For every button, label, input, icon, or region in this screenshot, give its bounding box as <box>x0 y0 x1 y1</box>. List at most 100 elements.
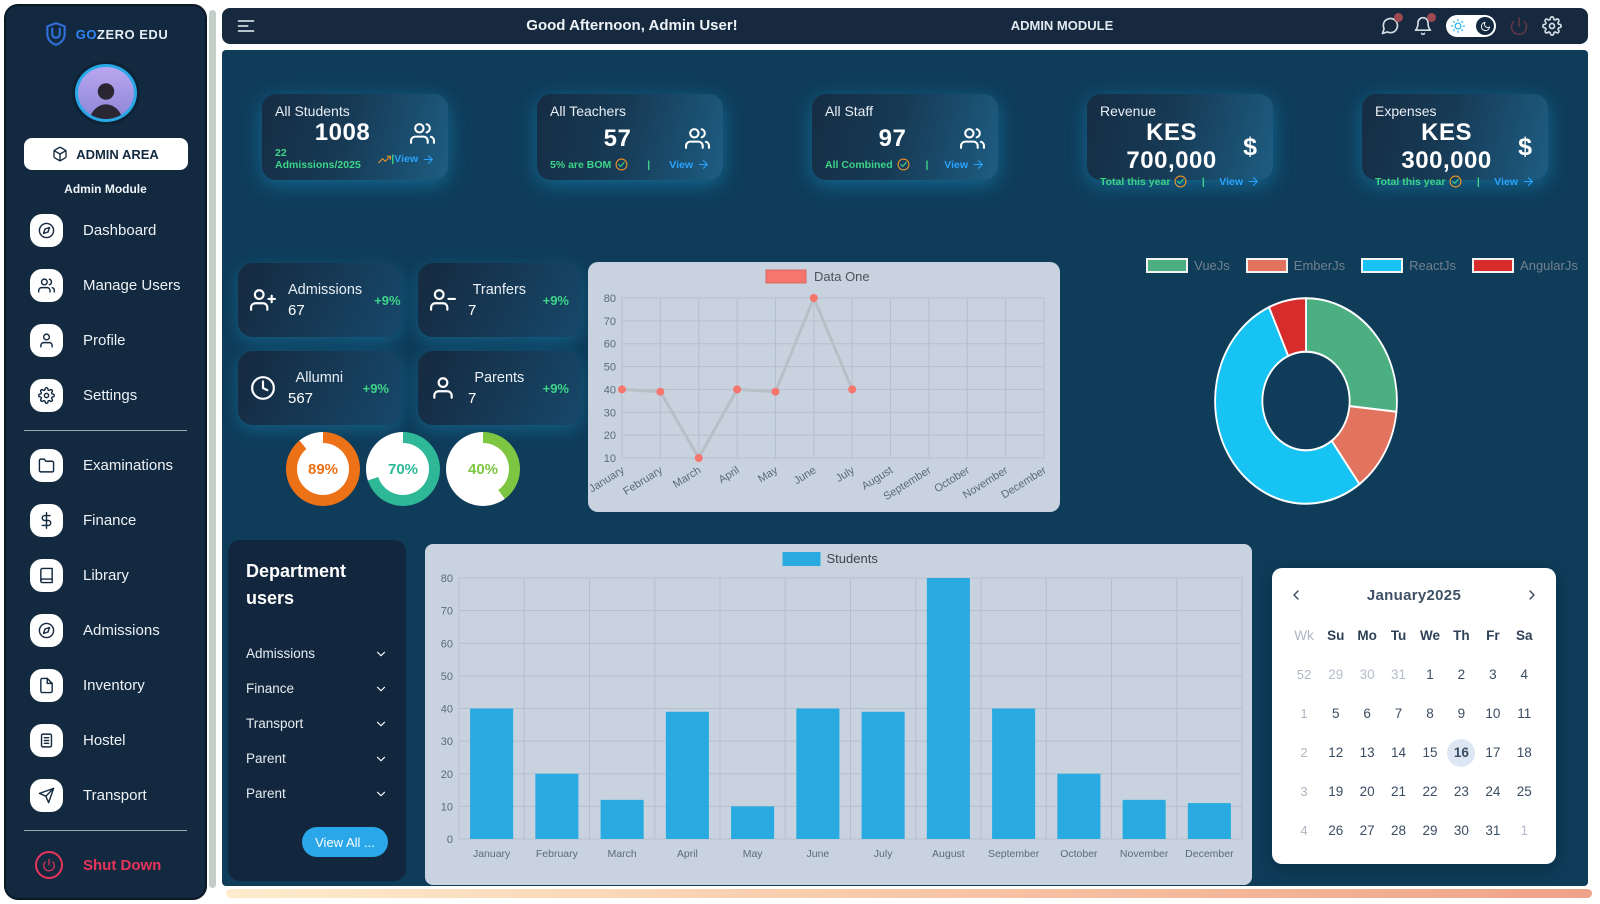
avatar[interactable] <box>74 64 137 123</box>
folder-icon <box>38 457 55 474</box>
legend-item-vuejs[interactable]: VueJs <box>1146 258 1230 273</box>
compass-badge <box>30 613 63 647</box>
calendar-day[interactable]: 2 <box>1457 667 1466 682</box>
footer-divider: | <box>1476 175 1480 188</box>
legend-item-angularjs[interactable]: AngularJs <box>1472 258 1578 273</box>
department-dropdown-finance[interactable]: Finance <box>246 671 388 706</box>
sidebar-item-dashboard[interactable]: Dashboard <box>6 208 205 252</box>
power-icon[interactable] <box>1509 16 1529 36</box>
chevron-down-icon <box>374 752 388 766</box>
calendar-day[interactable]: 1 <box>1426 667 1434 682</box>
calendar-day[interactable]: 7 <box>1394 706 1403 721</box>
bell-icon[interactable] <box>1413 13 1436 36</box>
calendar-day[interactable]: 12 <box>1328 745 1344 760</box>
calendar-day[interactable]: 15 <box>1422 745 1438 760</box>
calendar-day[interactable]: 24 <box>1485 784 1501 799</box>
calendar-day[interactable]: 11 <box>1517 706 1532 721</box>
footer-divider: | <box>647 158 651 171</box>
calendar-day-selected[interactable]: 16 <box>1447 738 1476 767</box>
stat-subtext-label: Total this year <box>1100 175 1171 188</box>
calendar-day[interactable]: 31 <box>1485 823 1501 838</box>
menu-icon[interactable] <box>236 16 256 36</box>
sidebar-item-library[interactable]: Library <box>6 553 205 597</box>
dollar-icon: $ <box>1243 132 1257 161</box>
stat-card-value-row: KES 300,000 $ <box>1375 119 1535 175</box>
calendar-day[interactable]: 17 <box>1485 745 1501 760</box>
gear-icon[interactable] <box>1542 16 1562 36</box>
calendar-day[interactable]: 29 <box>1328 667 1344 682</box>
calendar-day[interactable]: 22 <box>1422 784 1438 799</box>
sidebar-item-profile[interactable]: Profile <box>6 318 205 362</box>
sidebar-item-transport[interactable]: Transport <box>6 773 205 817</box>
calendar-day[interactable]: 18 <box>1516 745 1532 760</box>
legend-item-reactjs[interactable]: ReactJs <box>1361 258 1456 273</box>
svg-text:July: July <box>874 848 893 860</box>
stat-subtext-label: Total this year <box>1375 175 1446 188</box>
calendar-day[interactable]: 28 <box>1391 823 1407 838</box>
chevron-left-icon[interactable] <box>1288 587 1304 603</box>
calendar-day[interactable]: 20 <box>1359 784 1375 799</box>
mini-card-parents: Parents 7 +9% <box>418 351 581 425</box>
sidebar-item-manage-users[interactable]: Manage Users <box>6 263 205 307</box>
mini-card-tranfers: Tranfers 7 +9% <box>418 263 581 337</box>
calendar-day[interactable]: 30 <box>1453 823 1469 838</box>
calendar-day[interactable]: 31 <box>1391 667 1407 682</box>
sidebar-item-settings[interactable]: Settings <box>6 373 205 417</box>
theme-toggle[interactable] <box>1446 15 1496 37</box>
view-link[interactable]: View <box>394 153 435 166</box>
department-dropdown-admissions[interactable]: Admissions <box>246 636 388 671</box>
calendar-day[interactable]: 21 <box>1391 784 1407 799</box>
user-plus-icon <box>250 287 276 313</box>
calendar-day[interactable]: 30 <box>1359 667 1375 682</box>
view-link[interactable]: View <box>944 158 985 171</box>
calendar-week-number: 4 <box>1300 823 1308 838</box>
department-dropdown-label: Parent <box>246 751 286 766</box>
sidebar-item-hostel[interactable]: Hostel <box>6 718 205 762</box>
department-dropdown-parent[interactable]: Parent <box>246 776 388 811</box>
sidebar-item-finance[interactable]: Finance <box>6 498 205 542</box>
view-link-label: View <box>394 153 418 165</box>
calendar-day[interactable]: 27 <box>1359 823 1375 838</box>
calendar-day[interactable]: 4 <box>1520 667 1529 682</box>
stat-card-footer: 22 Admissions/2025 | View <box>275 147 435 171</box>
calendar-day[interactable]: 23 <box>1453 784 1469 799</box>
calendar-day[interactable]: 9 <box>1457 706 1466 721</box>
calendar-day[interactable]: 1 <box>1520 823 1529 838</box>
calendar-day[interactable]: 8 <box>1426 706 1434 721</box>
chevron-right-icon[interactable] <box>1524 587 1540 603</box>
view-all-button[interactable]: View All ... <box>302 827 388 857</box>
mini-card-body: Allumni 567 <box>288 370 351 407</box>
calendar-day[interactable]: 14 <box>1391 745 1407 760</box>
calendar-day[interactable]: 5 <box>1331 706 1340 721</box>
admin-area-button[interactable]: ADMIN AREA <box>23 138 188 170</box>
horizontal-scrollbar[interactable] <box>226 889 1592 898</box>
calendar-day[interactable]: 29 <box>1422 823 1438 838</box>
calendar-day[interactable]: 6 <box>1363 706 1371 721</box>
calendar-day[interactable]: 26 <box>1328 823 1344 838</box>
svg-text:40: 40 <box>604 384 616 396</box>
calendar-day[interactable]: 10 <box>1485 706 1501 721</box>
calendar-day[interactable]: 3 <box>1489 667 1497 682</box>
department-dropdown-parent[interactable]: Parent <box>246 741 388 776</box>
check-badge-icon <box>1174 175 1187 188</box>
sidebar-item-shut-down[interactable]: Shut Down <box>6 843 205 887</box>
dollar-icon <box>38 511 55 529</box>
calendar-day[interactable]: 13 <box>1359 745 1375 760</box>
sidebar-scrollbar[interactable] <box>209 10 216 888</box>
stat-card-value: 1008 <box>314 119 371 146</box>
view-link[interactable]: View <box>1219 175 1260 188</box>
view-link[interactable]: View <box>1494 175 1535 188</box>
calendar-day[interactable]: 25 <box>1516 784 1532 799</box>
compass-icon <box>38 622 55 639</box>
sidebar-item-admissions[interactable]: Admissions <box>6 608 205 652</box>
view-link[interactable]: View <box>669 158 710 171</box>
calendar-day[interactable]: 19 <box>1328 784 1344 799</box>
department-dropdown-transport[interactable]: Transport <box>246 706 388 741</box>
view-link-label: View <box>1219 175 1243 188</box>
sidebar-item-examinations[interactable]: Examinations <box>6 443 205 487</box>
chat-icon[interactable] <box>1380 13 1403 36</box>
legend-item-emberjs[interactable]: EmberJs <box>1245 258 1345 273</box>
sidebar-section-label: Admin Module <box>64 182 147 196</box>
sidebar-item-inventory[interactable]: Inventory <box>6 663 205 707</box>
stat-card-footer: Total this year | View <box>1375 175 1535 188</box>
